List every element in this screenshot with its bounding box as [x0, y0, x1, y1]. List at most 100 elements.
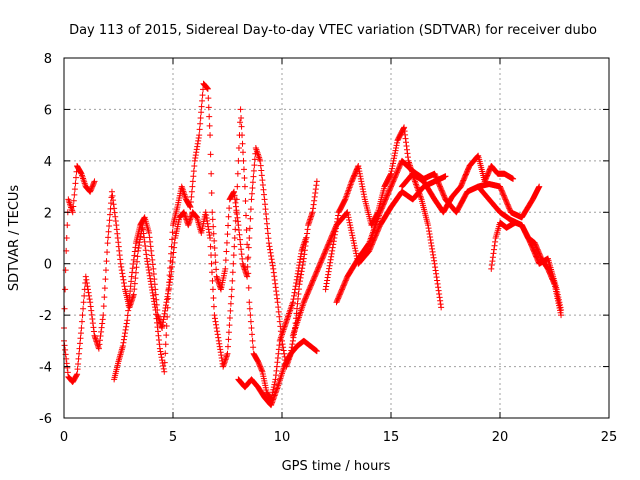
- data-point: [390, 178, 397, 185]
- data-point: [323, 246, 330, 253]
- data-point: [499, 190, 506, 196]
- y-tick-label: -6: [39, 412, 52, 427]
- data-point: [207, 132, 214, 139]
- data-point: [161, 359, 168, 366]
- data-point: [432, 172, 439, 178]
- x-tick-label: 0: [60, 430, 68, 445]
- data-point: [245, 270, 252, 277]
- data-point: [209, 286, 216, 293]
- data-point: [88, 186, 95, 193]
- data-point: [489, 254, 496, 261]
- y-tick-label: 6: [44, 103, 52, 118]
- data-point: [327, 259, 334, 266]
- data-point: [305, 289, 312, 295]
- data-point: [386, 186, 393, 193]
- data-point: [98, 328, 105, 335]
- data-point: [170, 254, 176, 261]
- data-point: [301, 296, 308, 303]
- data-point: [391, 175, 398, 182]
- data-point: [207, 235, 214, 241]
- data-point: [80, 305, 87, 312]
- data-point: [156, 345, 163, 352]
- data-point: [146, 234, 153, 241]
- data-point: [190, 168, 197, 175]
- data-point: [334, 215, 341, 222]
- data-point: [162, 341, 169, 348]
- axis-ticks: 0 5 10 15 20 25 -6 -4 -2 0 2 4 6 8: [39, 52, 617, 445]
- data-point: [132, 275, 139, 282]
- data-point: [72, 180, 79, 187]
- data-point: [63, 360, 70, 367]
- data-point: [389, 181, 396, 187]
- data-point: [249, 185, 256, 191]
- data-point: [225, 336, 232, 343]
- data-point: [171, 239, 178, 246]
- data-point: [291, 289, 298, 296]
- data-point: [259, 177, 266, 184]
- data-point: [433, 274, 440, 281]
- data-point: [247, 318, 254, 325]
- data-point: [432, 264, 439, 271]
- data-point: [322, 247, 329, 254]
- data-point: [312, 190, 319, 196]
- data-point: [358, 181, 365, 187]
- data-point: [355, 163, 362, 169]
- data-point: [340, 283, 347, 290]
- data-point: [392, 173, 399, 180]
- data-point: [380, 200, 387, 207]
- data-point: [430, 251, 437, 258]
- data-point: [265, 240, 272, 247]
- data-point: [504, 200, 511, 207]
- data-point: [209, 277, 216, 284]
- data-point: [189, 183, 196, 190]
- data-point: [311, 274, 318, 281]
- data-point: [118, 267, 125, 274]
- data-point: [189, 178, 196, 185]
- data-point: [223, 239, 230, 246]
- data-point: [276, 313, 283, 320]
- data-point: [104, 249, 111, 256]
- data-point: [61, 305, 68, 312]
- data-point: [438, 187, 445, 194]
- data-point: [230, 252, 237, 259]
- data-point: [229, 277, 236, 284]
- data-point: [268, 400, 275, 407]
- data-point: [274, 299, 281, 306]
- data-point: [247, 312, 254, 319]
- data-point: [344, 211, 351, 218]
- data-point: [273, 386, 280, 393]
- data-point: [268, 402, 275, 409]
- data-point: [168, 268, 175, 275]
- data-point: [348, 227, 355, 234]
- data-point: [236, 231, 243, 238]
- data-point: [130, 256, 137, 263]
- data-point: [62, 286, 69, 293]
- data-point: [535, 184, 542, 191]
- y-tick-label: 4: [44, 155, 52, 170]
- data-point: [146, 229, 153, 236]
- data-point: [432, 173, 439, 180]
- data-point: [302, 294, 309, 301]
- data-point: [319, 254, 326, 261]
- data-point: [489, 258, 496, 265]
- data-point: [310, 205, 317, 212]
- data-point: [241, 175, 248, 181]
- data-point: [158, 351, 165, 358]
- data-point: [206, 122, 213, 129]
- series-track-8: [398, 152, 517, 216]
- data-point: [393, 169, 400, 176]
- data-point: [334, 298, 341, 304]
- data-point: [153, 301, 160, 308]
- data-point: [384, 191, 391, 198]
- data-point: [352, 245, 359, 252]
- data-point: [222, 265, 229, 272]
- data-point: [290, 292, 297, 299]
- data-point: [437, 183, 444, 190]
- data-point: [322, 286, 329, 293]
- data-point: [378, 205, 385, 212]
- data-point: [83, 280, 90, 286]
- data-point: [325, 240, 332, 247]
- data-point: [414, 184, 421, 191]
- data-point: [100, 312, 107, 319]
- data-point: [234, 170, 241, 177]
